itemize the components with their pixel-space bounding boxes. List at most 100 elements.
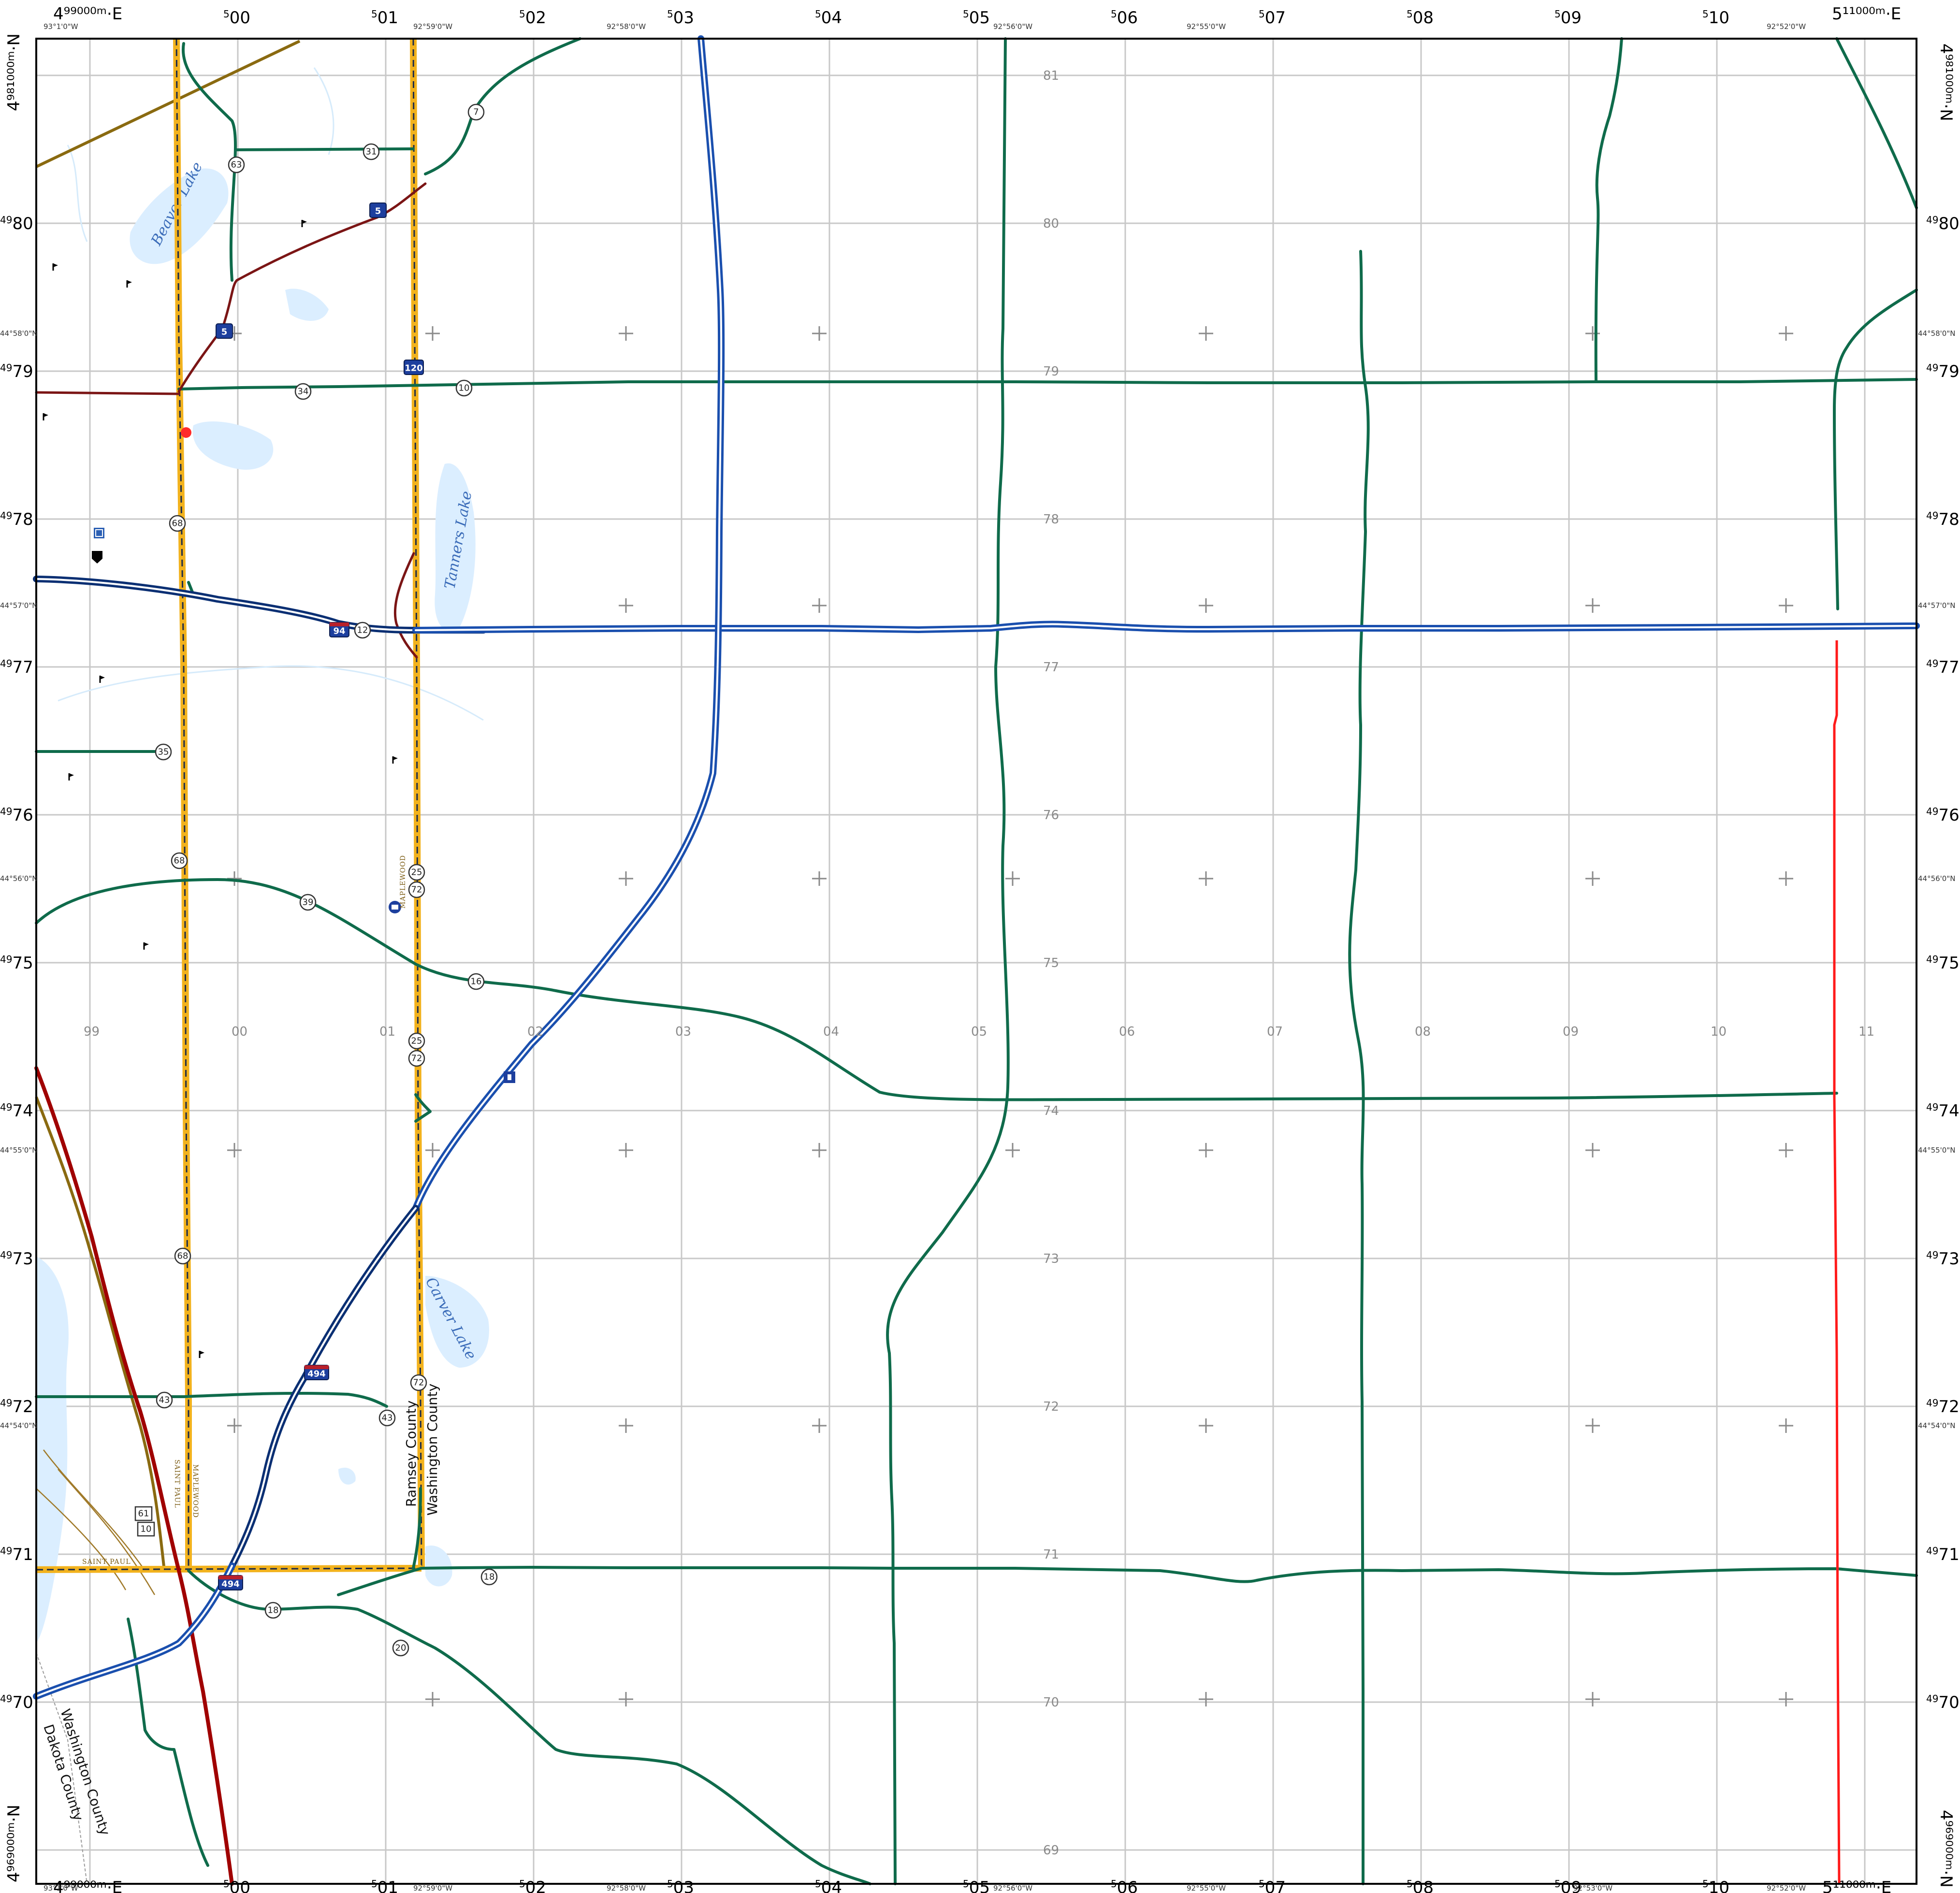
carver-lake [425,1276,489,1368]
top-easting-labels: 500 501 502 503 504 505 506 507 508 509 … [223,8,1729,28]
bottom-northing-left: 4⁹⁶⁹⁰⁰⁰ᵐ·N [4,1805,24,1882]
svg-text:500: 500 [223,1878,250,1893]
svg-text:92°59'0"W: 92°59'0"W [413,22,452,31]
svg-text:507: 507 [1259,1878,1286,1893]
bottom-left-easting: 4⁹⁹⁰⁰⁰ᵐ·E [53,1878,122,1893]
svg-text:94: 94 [333,626,345,636]
map-area [36,39,1916,1884]
svg-text:120: 120 [405,363,423,374]
svg-text:34: 34 [298,387,309,397]
svg-text:506: 506 [1111,1878,1138,1893]
shield-68c: 68 [174,1247,191,1265]
svg-text:74: 74 [1043,1104,1059,1118]
svg-text:494: 494 [221,1579,240,1590]
svg-text:4974: 4974 [0,1101,33,1121]
shield-43b: 43 [378,1409,396,1427]
svg-text:4974: 4974 [1926,1101,1960,1121]
shield-16: 16 [467,973,485,990]
flag-icon-2 [126,280,132,288]
west-lakes [36,1257,69,1643]
svg-text:10: 10 [459,383,470,393]
tanners-lake [435,463,476,632]
shield-marker-icon [92,551,102,564]
longitude-labels-top: 93°1'0"W 92°59'0"W 92°58'0"W 92°56'0"W 9… [44,22,1806,31]
info-icon [94,528,104,538]
shield-25b: 25 [408,1032,425,1050]
svg-text:01: 01 [379,1025,395,1039]
latitude-labels: 44°58'0"N 44°57'0"N 44°56'0"N 44°55'0"N … [0,329,1955,1430]
svg-text:92°58'0"W: 92°58'0"W [607,22,646,31]
svg-text:76: 76 [1043,808,1059,823]
svg-text:18: 18 [484,1572,495,1582]
survey-line [1833,640,1841,1884]
washington-county-label: Washington County [424,1384,440,1516]
svg-text:4975: 4975 [0,954,33,973]
svg-text:505: 505 [963,1878,990,1893]
svg-text:92°56'0"W: 92°56'0"W [993,22,1032,31]
svg-text:4976: 4976 [1926,806,1960,825]
svg-text:44°57'0"N: 44°57'0"N [1918,601,1955,610]
flag-icon-4 [43,413,48,420]
shield-25a: 25 [408,864,425,881]
top-left-easting: 4⁹⁹⁰⁰⁰ᵐ·E [53,4,122,24]
svg-text:504: 504 [815,1878,842,1893]
top-northing-left: 4⁹⁸¹⁰⁰⁰ᵐ·N [4,33,24,111]
svg-text:494: 494 [307,1369,326,1379]
svg-text:44°58'0"N: 44°58'0"N [1918,329,1955,338]
corner-labels: 4⁹⁹⁰⁰⁰ᵐ·E 5¹¹⁰⁰⁰ᵐ·E 4⁹⁸¹⁰⁰⁰ᵐ·N 4⁹⁸¹⁰⁰⁰ᵐ·… [4,4,1956,1893]
svg-text:508: 508 [1407,8,1434,28]
right-northing-labels: 4980 4979 4978 4977 4976 4975 4974 4973 … [1926,214,1960,1712]
shield-72a: 72 [408,881,425,898]
svg-text:502: 502 [519,1878,546,1893]
svg-text:16: 16 [471,977,482,987]
svg-text:506: 506 [1111,8,1138,28]
stream-3 [313,67,334,155]
shield-12: 12 [354,621,371,639]
svg-text:92°55'0"W: 92°55'0"W [1187,1884,1226,1893]
svg-text:4970: 4970 [0,1693,33,1712]
point-features [43,220,515,1358]
longitude-labels-bottom: 93°1'0"W 92°59'0"W 92°58'0"W 92°56'0"W 9… [44,1884,1806,1893]
svg-text:44°54'0"N: 44°54'0"N [0,1421,37,1430]
svg-text:72: 72 [1043,1400,1059,1414]
svg-text:44°56'0"N: 44°56'0"N [1918,874,1955,883]
us-highway-61 [34,1066,234,1886]
shield-72b: 72 [408,1050,425,1067]
svg-text:92°52'0"W: 92°52'0"W [1767,1884,1806,1893]
shield-7: 7 [467,103,485,121]
interstates [33,35,1920,1700]
svg-text:02: 02 [527,1025,543,1039]
utm-grid [36,39,1916,1884]
small-lake-2 [285,289,329,321]
svg-text:80: 80 [1043,217,1059,231]
svg-text:92°52'0"W: 92°52'0"W [1767,22,1806,31]
svg-text:04: 04 [823,1025,839,1039]
svg-text:61: 61 [138,1509,149,1519]
svg-text:39: 39 [303,897,314,908]
shield-18a: 18 [480,1568,498,1586]
svg-text:12: 12 [357,625,368,636]
svg-text:44°58'0"N: 44°58'0"N [0,329,37,338]
svg-text:75: 75 [1043,956,1059,970]
top-right-easting: 5¹¹⁰⁰⁰ᵐ·E [1832,4,1901,24]
svg-text:92°58'0"W: 92°58'0"W [607,1884,646,1893]
svg-text:92°59'0"W: 92°59'0"W [413,1884,452,1893]
svg-text:4980: 4980 [0,214,33,233]
svg-text:508: 508 [1407,1878,1434,1893]
flag-icon-5 [99,676,105,683]
svg-text:4980: 4980 [1926,214,1960,233]
svg-text:503: 503 [667,1878,694,1893]
svg-text:4973: 4973 [1926,1249,1960,1269]
svg-text:20: 20 [395,1643,407,1653]
small-lake-1 [192,421,274,470]
svg-text:510: 510 [1702,8,1729,28]
svg-text:507: 507 [1259,8,1286,28]
shield-68b: 68 [171,852,188,869]
us-highways [34,182,427,1886]
shield-31: 31 [363,143,380,160]
shield-10: 10 [455,379,473,397]
flag-icon-1 [52,263,58,271]
svg-text:68: 68 [172,519,183,529]
svg-text:18: 18 [268,1605,279,1616]
